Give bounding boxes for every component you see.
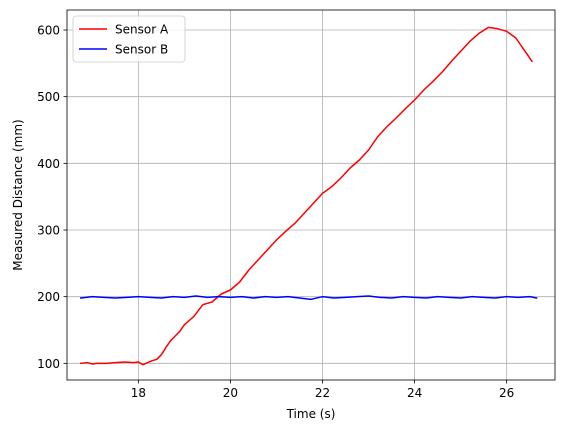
legend: Sensor A Sensor B [72, 15, 186, 63]
y-tick-label: 400 [37, 157, 60, 171]
y-axis-label: Measured Distance (mm) [11, 119, 25, 270]
y-tick-label: 500 [37, 90, 60, 104]
legend-label-sensor-a: Sensor A [115, 23, 169, 37]
series-line-sensor-b [79, 295, 538, 301]
y-tick-label: 100 [37, 357, 60, 371]
x-axis-label: Time (s) [286, 407, 336, 421]
tick-marks: 18 20 22 24 26 100 200 300 400 500 600 [37, 24, 514, 401]
x-tick-label: 18 [131, 386, 146, 400]
x-tick-label: 20 [223, 386, 238, 400]
series-line-sensor-a [79, 26, 534, 366]
x-tick-label: 22 [315, 386, 330, 400]
plot-frame [66, 9, 556, 381]
x-tick-label: 24 [407, 386, 422, 400]
y-tick-label: 600 [37, 24, 60, 38]
legend-label-sensor-b: Sensor B [115, 43, 168, 57]
series-lines [79, 26, 538, 366]
legend-box [72, 15, 186, 63]
x-tick-label: 26 [499, 386, 514, 400]
y-tick-label: 300 [37, 224, 60, 238]
y-tick-label: 200 [37, 290, 60, 304]
